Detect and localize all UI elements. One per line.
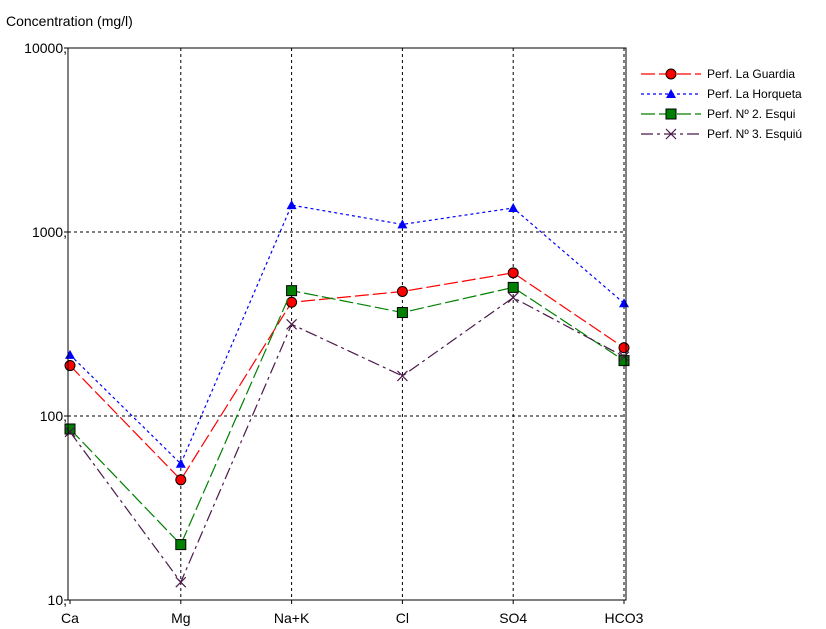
x-tick-label: Mg: [171, 610, 190, 626]
x-tick-labels: Ca Mg Na+K Cl SO4 HCO3: [61, 610, 644, 626]
x-tick-label: SO4: [499, 610, 527, 626]
data-point: [286, 200, 297, 210]
legend-marker: [665, 108, 677, 120]
legend-marker: [665, 68, 677, 80]
series-1: [64, 267, 630, 486]
data-point: [175, 474, 187, 486]
legend-item: Perf. La Horqueta: [641, 87, 802, 101]
plot-frame: [67, 47, 627, 601]
y-tick-labels: 10, 100, 1000, 10000,: [24, 40, 67, 608]
x-tick-label: HCO3: [605, 610, 644, 626]
x-marker-stroke: [507, 292, 519, 304]
data-point: [396, 285, 408, 297]
x-tick-label: Cl: [396, 610, 409, 626]
legend: Perf. La Guardia Perf. La Horqueta Perf. N…: [641, 67, 802, 141]
y-tick-label: 1000,: [32, 224, 67, 240]
series-2: [65, 200, 629, 468]
data-point: [286, 318, 298, 330]
data-point: [175, 539, 187, 551]
grid: [64, 47, 626, 604]
x-marker-stroke: [618, 351, 630, 363]
legend-marker: [665, 128, 677, 140]
x-marker-stroke: [64, 426, 76, 438]
series-line: [69, 296, 625, 584]
legend-label: Perf. Nº 2. Esqui: [707, 107, 795, 121]
series-line: [69, 286, 625, 546]
data-point: [64, 423, 76, 435]
data-point: [396, 307, 408, 319]
data-point: [508, 203, 519, 213]
series-layer: [64, 200, 630, 588]
x-marker-stroke: [665, 128, 677, 140]
legend-item: Perf. La Guardia: [641, 67, 795, 81]
data-point: [619, 298, 629, 308]
data-point: [618, 355, 630, 367]
data-point: [286, 296, 298, 308]
legend-label: Perf. Nº 3. Esquiú: [707, 127, 802, 141]
legend-label: Perf. La Guardia: [707, 67, 795, 81]
legend-label: Perf. La Horqueta: [707, 87, 802, 101]
series-4: [64, 292, 630, 588]
data-point: [507, 281, 519, 293]
series-line: [69, 272, 625, 481]
data-point: [286, 285, 298, 297]
x-marker-stroke: [286, 318, 298, 330]
data-point: [64, 360, 76, 372]
x-tick-label: Na+K: [274, 610, 310, 626]
data-point: [618, 351, 630, 363]
series-line: [69, 204, 625, 465]
data-point: [175, 576, 187, 588]
x-tick-label: Ca: [61, 610, 79, 626]
data-point: [618, 342, 630, 354]
data-point: [507, 292, 519, 304]
y-tick-label: 100,: [40, 408, 67, 424]
data-point: [64, 426, 76, 438]
series-3: [64, 281, 630, 551]
legend-item: Perf. Nº 3. Esquiú: [641, 127, 802, 141]
x-marker-stroke: [175, 576, 187, 588]
data-point: [397, 219, 408, 229]
y-tick-label: 10000,: [24, 40, 67, 56]
y-tick-label: 10,: [48, 592, 67, 608]
legend-item: Perf. Nº 2. Esqui: [641, 107, 795, 121]
y-axis-title: Concentration (mg/l): [6, 13, 133, 29]
legend-marker: [666, 89, 676, 98]
x-marker-stroke: [396, 370, 408, 382]
data-point: [65, 349, 75, 359]
data-point: [507, 267, 519, 279]
data-point: [175, 458, 186, 468]
data-point: [396, 370, 408, 382]
